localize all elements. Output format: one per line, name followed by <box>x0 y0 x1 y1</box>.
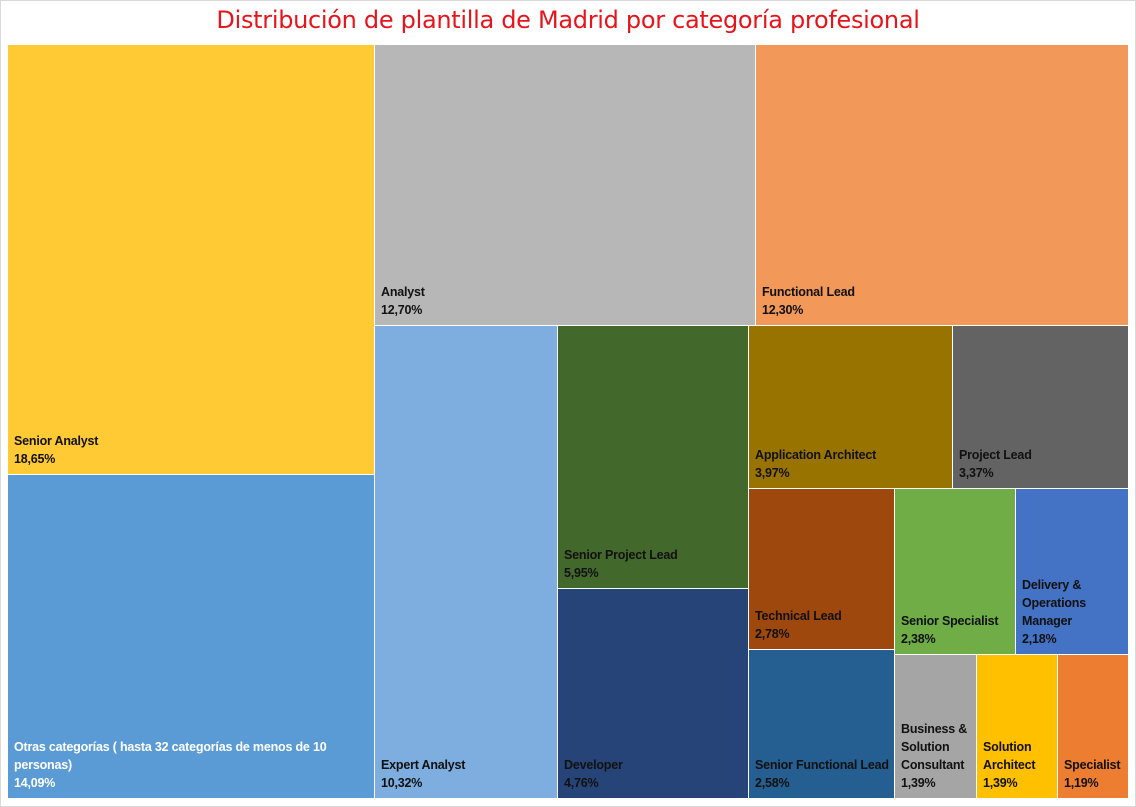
cell-name: Expert Analyst <box>381 758 466 772</box>
cell-value: 2,58% <box>755 776 790 790</box>
cell-value: 1,39% <box>983 776 1018 790</box>
cell-label: Business & Solution Consultant 1,39% <box>901 720 972 792</box>
cell-name: Solution Architect <box>983 740 1036 772</box>
cell-name: Delivery & Operations Manager <box>1022 578 1086 628</box>
treemap-cell: Senior Project Lead 5,95% <box>558 326 748 588</box>
cell-name: Otras categorías ( hasta 32 categorías d… <box>14 740 327 772</box>
cell-name: Senior Functional Lead <box>755 758 889 772</box>
cell-name: Specialist <box>1064 758 1121 772</box>
cell-value: 14,09% <box>14 776 56 790</box>
cell-value: 18,65% <box>14 452 56 466</box>
cell-name: Developer <box>564 758 623 772</box>
cell-label: Specialist 1,19% <box>1064 756 1124 792</box>
chart-title: Distribución de plantilla de Madrid por … <box>216 6 920 34</box>
treemap-cell: Project Lead 3,37% <box>953 326 1128 488</box>
cell-label: Senior Functional Lead 2,58% <box>755 756 890 792</box>
cell-name: Senior Specialist <box>901 614 999 628</box>
cell-label: Delivery & Operations Manager 2,18% <box>1022 576 1124 648</box>
cell-value: 4,76% <box>564 776 599 790</box>
treemap-cell: Senior Analyst 18,65% <box>8 45 374 474</box>
cell-label: Senior Analyst 18,65% <box>14 432 370 468</box>
cell-label: Senior Specialist 2,38% <box>901 612 1011 648</box>
treemap-cell: Solution Architect 1,39% <box>977 655 1057 798</box>
cell-label: Functional Lead 12,30% <box>762 283 1124 319</box>
cell-value: 2,38% <box>901 632 936 646</box>
treemap-cell: Senior Specialist 2,38% <box>895 489 1015 654</box>
treemap-cell: Specialist 1,19% <box>1058 655 1128 798</box>
cell-name: Analyst <box>381 285 425 299</box>
treemap-cell: Technical Lead 2,78% <box>749 489 894 649</box>
cell-value: 12,70% <box>381 303 423 317</box>
cell-value: 1,39% <box>901 776 936 790</box>
cell-value: 10,32% <box>381 776 423 790</box>
cell-label: Project Lead 3,37% <box>959 446 1124 482</box>
treemap-cell: Functional Lead 12,30% <box>756 45 1128 325</box>
cell-label: Technical Lead 2,78% <box>755 607 890 643</box>
cell-label: Developer 4,76% <box>564 756 744 792</box>
cell-name: Senior Analyst <box>14 434 99 448</box>
cell-label: Expert Analyst 10,32% <box>381 756 553 792</box>
cell-name: Project Lead <box>959 448 1032 462</box>
treemap-cell: Delivery & Operations Manager 2,18% <box>1016 489 1128 654</box>
cell-name: Functional Lead <box>762 285 855 299</box>
cell-value: 12,30% <box>762 303 804 317</box>
cell-value: 3,97% <box>755 466 790 480</box>
treemap-cell: Otras categorías ( hasta 32 categorías d… <box>8 475 374 798</box>
cell-label: Otras categorías ( hasta 32 categorías d… <box>14 738 370 792</box>
cell-value: 1,19% <box>1064 776 1099 790</box>
cell-label: Solution Architect 1,39% <box>983 738 1053 792</box>
cell-label: Analyst 12,70% <box>381 283 751 319</box>
treemap-cell: Developer 4,76% <box>558 589 748 798</box>
cell-value: 2,18% <box>1022 632 1057 646</box>
cell-value: 5,95% <box>564 566 599 580</box>
treemap-cell: Expert Analyst 10,32% <box>375 326 557 798</box>
cell-name: Technical Lead <box>755 609 842 623</box>
cell-name: Senior Project Lead <box>564 548 678 562</box>
cell-label: Senior Project Lead 5,95% <box>564 546 744 582</box>
cell-name: Application Architect <box>755 448 877 462</box>
treemap-cell: Application Architect 3,97% <box>749 326 952 488</box>
treemap-cell: Business & Solution Consultant 1,39% <box>895 655 976 798</box>
treemap-cell: Senior Functional Lead 2,58% <box>749 650 894 798</box>
cell-value: 3,37% <box>959 466 994 480</box>
cell-label: Application Architect 3,97% <box>755 446 948 482</box>
cell-value: 2,78% <box>755 627 790 641</box>
treemap-cell: Analyst 12,70% <box>375 45 755 325</box>
cell-name: Business & Solution Consultant <box>901 722 968 772</box>
